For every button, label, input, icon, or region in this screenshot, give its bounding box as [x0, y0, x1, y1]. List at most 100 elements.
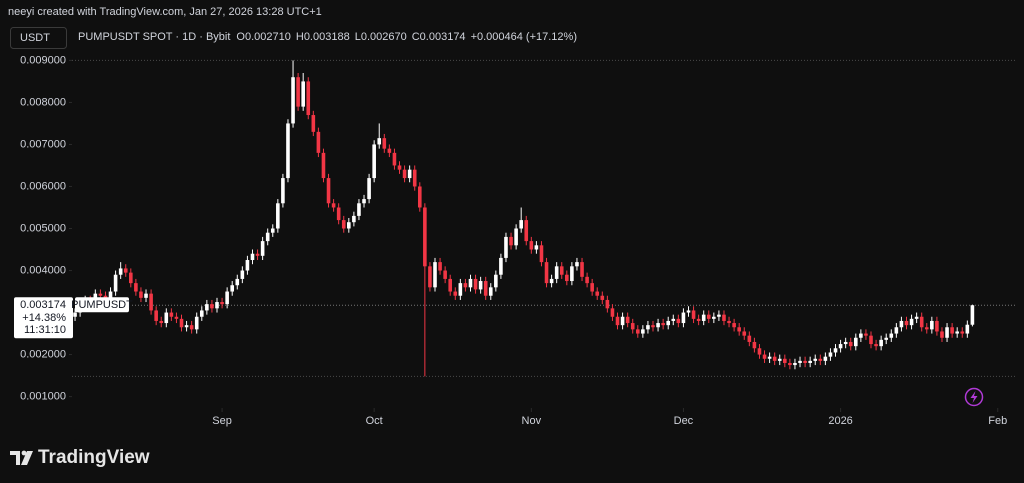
x-tick-label: 2026	[828, 415, 852, 427]
x-tick-label: Nov	[522, 415, 542, 427]
candle-body	[838, 344, 843, 349]
candle-body	[625, 316, 630, 324]
candle-body	[859, 333, 863, 338]
candle-body	[879, 339, 883, 347]
candle-body	[488, 287, 493, 296]
candle-body	[539, 245, 544, 263]
candle-body	[215, 302, 219, 309]
candle-body	[706, 314, 711, 319]
candle-body	[108, 291, 113, 300]
candle-body	[423, 207, 427, 267]
legend-value: 0.003174	[420, 31, 466, 43]
candle-body	[559, 266, 564, 275]
candle-body	[73, 312, 77, 317]
candle-body	[646, 325, 650, 330]
candle-body	[605, 299, 610, 309]
candle-body	[189, 325, 194, 330]
candle-body	[712, 316, 716, 319]
candle-body	[412, 169, 417, 187]
candle-body	[752, 341, 757, 349]
candle-body	[443, 270, 447, 279]
candle-body	[884, 337, 889, 340]
candle-body	[909, 318, 914, 326]
y-tick-label: 0.008000	[20, 96, 66, 108]
y-tick-label: 0.001000	[20, 391, 66, 403]
candle-body	[357, 203, 361, 216]
candle-body	[433, 262, 437, 288]
price-label-value: 0.003174	[20, 299, 66, 311]
candle-body	[149, 293, 153, 311]
legend-label: O	[236, 31, 245, 43]
candle-body	[940, 331, 944, 338]
candle-body	[783, 358, 787, 363]
candle-body	[164, 312, 169, 324]
candle-body	[656, 323, 660, 328]
legend-value: 0.003188	[304, 31, 350, 43]
price-symbol-box	[75, 297, 129, 313]
candle-body	[965, 324, 970, 334]
candle-body	[123, 268, 128, 273]
y-tick-label: 0.005000	[20, 222, 66, 234]
candle-body	[904, 320, 909, 326]
price-label-box	[14, 297, 73, 339]
candle-body	[914, 316, 919, 319]
symbol-box[interactable]	[10, 27, 67, 49]
candle-body	[823, 356, 828, 361]
candle-body	[448, 278, 453, 292]
candle-body	[630, 323, 635, 330]
candle-body	[463, 283, 468, 288]
candle-body	[722, 314, 726, 321]
candle-body	[894, 327, 899, 334]
candle-body	[544, 262, 549, 284]
legend-symbol: PUMPUSDT SPOT · 1D · Bybit	[78, 31, 230, 43]
candle-body	[134, 283, 138, 292]
candle-body	[737, 327, 741, 332]
logo-t	[10, 451, 20, 465]
candle-body	[529, 241, 534, 250]
candle-body	[747, 335, 752, 342]
candle-body	[742, 331, 747, 336]
price-label-countdown: 11:31:10	[24, 324, 66, 336]
candle-body	[494, 274, 498, 288]
candle-body	[382, 138, 387, 149]
candle-body	[301, 81, 305, 107]
candle-body	[635, 329, 640, 334]
candle-body	[843, 341, 848, 345]
credit: neeyi created with TradingView.com, Jan …	[8, 6, 322, 18]
candle-body	[727, 320, 731, 324]
candle-body	[225, 291, 229, 305]
candle-body	[367, 178, 371, 200]
candle-body	[341, 220, 346, 229]
logo-dot	[21, 450, 27, 456]
x-tick-label: Feb	[988, 415, 1007, 427]
candle-body	[438, 262, 442, 271]
lightning-circle[interactable]	[964, 387, 984, 407]
candle-body	[833, 348, 838, 353]
candle-body	[848, 341, 853, 347]
candle-body	[129, 272, 133, 284]
logo-v	[21, 451, 33, 465]
footer-logo	[10, 450, 33, 465]
footer-brand: TradingView	[38, 447, 150, 468]
candle-body	[615, 316, 620, 326]
candle-body	[950, 327, 954, 334]
y-tick-label: 0.002000	[20, 348, 66, 360]
candle-body	[590, 283, 594, 292]
candle-body	[549, 278, 554, 284]
candle-body	[798, 360, 802, 363]
candle-body	[184, 325, 189, 328]
candle-body	[276, 203, 280, 229]
candle-body	[458, 283, 463, 296]
candle-body	[595, 291, 600, 296]
candle-body	[417, 186, 422, 208]
lightning-icon[interactable]	[970, 391, 978, 403]
candle-body	[473, 278, 478, 290]
candle-body	[600, 295, 605, 300]
symbol-box-label[interactable]: USDT	[20, 32, 50, 44]
price-label-change: +14.38%	[22, 312, 66, 324]
lightning-button[interactable]	[964, 387, 984, 407]
candle-body	[220, 302, 224, 305]
candle-body	[377, 138, 382, 145]
candle-body	[453, 291, 458, 296]
